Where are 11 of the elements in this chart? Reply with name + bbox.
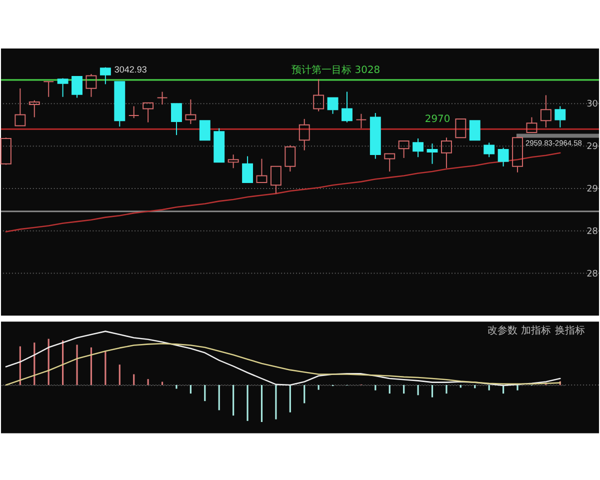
- text: 28: [586, 226, 598, 237]
- annotation: 换指标: [555, 324, 586, 337]
- text: 29: [586, 184, 598, 194]
- annotation: 加指标: [521, 324, 552, 337]
- ref-line-label: 2970: [424, 114, 450, 126]
- text: 28: [586, 269, 598, 280]
- annotation: 3042.93: [114, 64, 147, 74]
- text: 29: [586, 142, 598, 152]
- annotation: 改参数: [487, 324, 518, 337]
- ref-line-label: 预计第一目标 3028: [292, 64, 380, 76]
- text: 30: [586, 100, 598, 110]
